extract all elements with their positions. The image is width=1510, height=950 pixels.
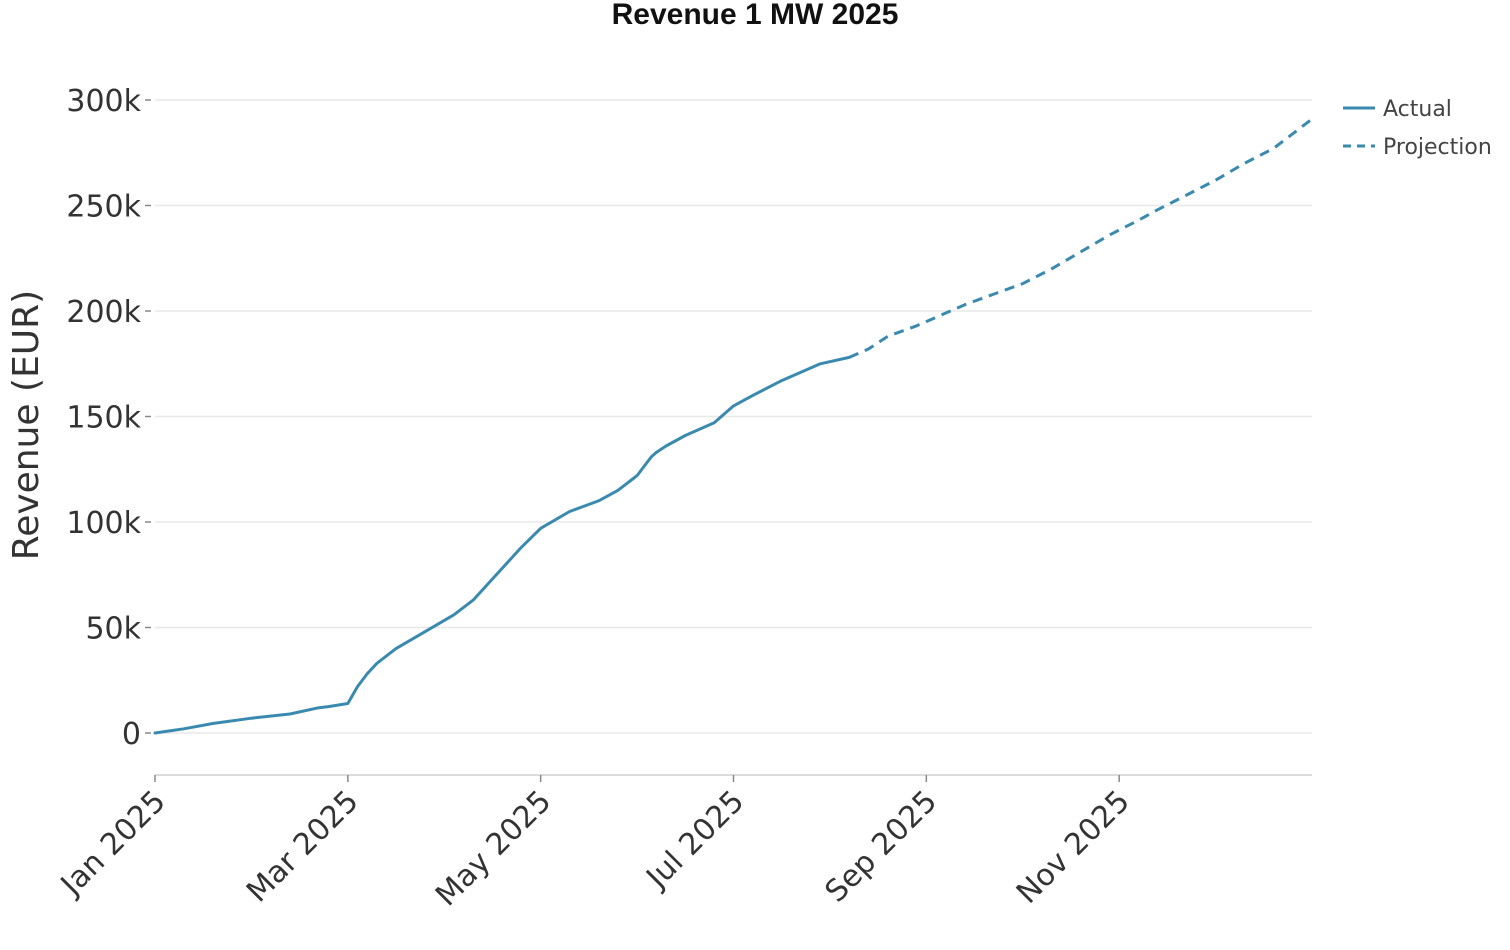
legend-label-actual: Actual <box>1383 97 1452 122</box>
x-tick-label: Nov 2025 <box>1010 784 1137 911</box>
x-tick-label: Mar 2025 <box>240 784 366 910</box>
y-tick-label: 200k <box>66 295 141 330</box>
series-line-actual <box>153 355 851 735</box>
x-tick-label: May 2025 <box>429 784 558 913</box>
y-tick-label: 150k <box>66 401 141 436</box>
axes: 0 50k 100k 150k 200k 250k 300k Jan 2025 Mar 2025… <box>53 84 1312 913</box>
series-line-projection <box>848 117 1313 359</box>
legend-label-projection: Projection <box>1383 135 1492 160</box>
chart-title: Revenue 1 MW 2025 <box>612 0 899 31</box>
y-tick-label: 50k <box>85 612 141 647</box>
y-tick-label: 0 <box>122 717 141 752</box>
legend: Actual Projection <box>1343 97 1492 160</box>
x-tick-label: Jul 2025 <box>639 784 751 896</box>
y-tick-label: 300k <box>66 84 141 119</box>
y-axis-label: Revenue (EUR) <box>6 290 47 560</box>
series <box>153 117 1313 735</box>
gridlines <box>155 99 1312 734</box>
y-tick-label: 100k <box>66 506 141 541</box>
y-tick-label: 250k <box>66 190 141 225</box>
x-tick-label: Jan 2025 <box>53 784 173 904</box>
x-tick-label: Sep 2025 <box>819 784 944 909</box>
